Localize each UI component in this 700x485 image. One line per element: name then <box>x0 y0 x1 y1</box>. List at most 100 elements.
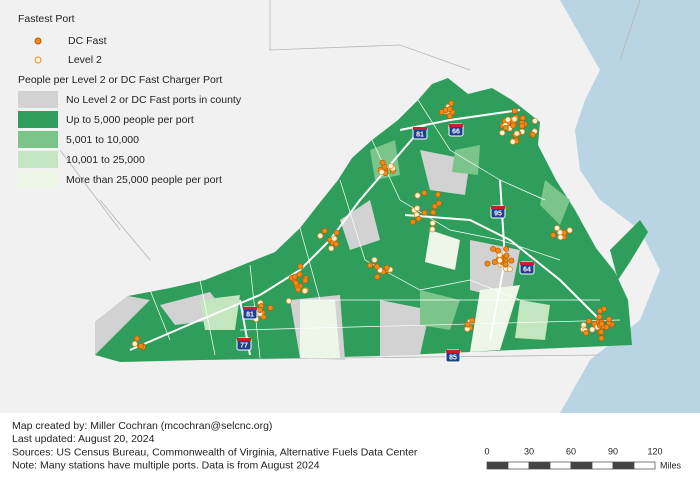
station <box>379 159 386 166</box>
scale-segment <box>570 461 593 470</box>
footer-line: Note: Many stations have multiple ports.… <box>12 460 320 472</box>
station <box>554 225 561 232</box>
station <box>387 163 394 170</box>
station <box>484 260 491 267</box>
legend-swatch <box>18 111 58 128</box>
station <box>532 118 538 124</box>
station <box>414 192 421 199</box>
station <box>464 321 471 328</box>
station <box>333 229 340 236</box>
legend-swatch <box>18 151 58 168</box>
station <box>383 264 390 271</box>
station <box>409 218 416 225</box>
station <box>430 209 437 216</box>
state-borders <box>59 0 641 361</box>
station <box>431 203 438 210</box>
shield-top <box>237 338 251 341</box>
shield-label: 81 <box>246 311 254 318</box>
legend-label: Level 2 <box>68 54 102 66</box>
station <box>510 122 517 129</box>
station <box>566 227 573 234</box>
eastern-shore <box>610 220 648 280</box>
shield-label: 95 <box>494 210 502 217</box>
county-light <box>200 295 550 340</box>
scale-segment <box>486 461 509 470</box>
station <box>257 307 263 313</box>
scale-label: 60 <box>566 446 576 456</box>
station <box>321 227 328 234</box>
station <box>421 189 428 196</box>
station <box>511 116 518 123</box>
station <box>301 287 308 294</box>
station <box>508 257 515 264</box>
station <box>293 280 300 287</box>
legend-label: Up to 5,000 people per port <box>66 114 194 126</box>
station <box>504 116 511 123</box>
scale-segment <box>612 461 635 470</box>
station <box>302 277 309 284</box>
station <box>519 123 525 130</box>
station <box>267 304 274 311</box>
station <box>606 316 612 323</box>
station <box>557 229 563 236</box>
scale-label: 90 <box>608 446 618 456</box>
shield-top <box>413 127 427 130</box>
station <box>367 262 374 269</box>
station <box>378 169 385 175</box>
station <box>509 138 516 145</box>
station <box>317 232 324 239</box>
station <box>598 328 605 335</box>
station <box>415 215 422 222</box>
station <box>597 307 604 314</box>
scale-segment <box>591 461 614 470</box>
legend-symbol <box>34 56 42 64</box>
shield-label: 64 <box>523 266 531 273</box>
shield-top <box>520 262 534 265</box>
highway-shields: 81 66 95 64 81 77 85 <box>236 123 535 363</box>
footer-line: Last updated: August 20, 2024 <box>12 433 155 445</box>
station <box>285 298 292 304</box>
station <box>296 271 303 278</box>
station <box>295 286 302 293</box>
scale-segment <box>528 461 551 470</box>
station <box>496 257 503 264</box>
station <box>557 234 564 241</box>
footer: Map created by: Miller Cochran (mcochran… <box>12 420 418 472</box>
scale-label: 30 <box>524 446 534 456</box>
station <box>502 124 509 131</box>
legend-symbol <box>34 37 42 45</box>
legend-label: 5,001 to 10,000 <box>66 134 139 146</box>
station <box>331 235 338 242</box>
shield-label: 77 <box>240 342 248 349</box>
legend: Fastest Port DC Fast Level 2 People per Lev… <box>18 13 242 188</box>
station <box>499 129 506 136</box>
scale-bar: 0 30 60 90 120 Miles <box>484 446 681 470</box>
station <box>513 130 520 137</box>
legend-title: People per Level 2 or DC Fast Charger Po… <box>18 74 222 86</box>
station <box>134 335 141 342</box>
station <box>583 330 589 336</box>
station <box>511 107 518 114</box>
station <box>435 200 442 207</box>
station <box>374 273 381 280</box>
station <box>429 220 436 227</box>
station <box>598 335 605 342</box>
station <box>529 131 536 138</box>
station <box>491 259 498 266</box>
legend-label: 10,001 to 25,000 <box>66 154 145 166</box>
shield-label: 81 <box>416 131 424 138</box>
legend-swatch <box>18 91 58 108</box>
station <box>297 263 304 270</box>
station <box>589 326 596 333</box>
station <box>429 226 436 233</box>
legend-label: More than 25,000 people per port <box>66 174 222 186</box>
legend-swatch <box>18 131 58 148</box>
shield-top <box>449 124 463 127</box>
scale-unit: Miles <box>660 460 682 470</box>
station <box>519 115 526 122</box>
station <box>446 113 453 120</box>
legend-label: No Level 2 or DC Fast ports in county <box>66 94 242 106</box>
shield-label: 66 <box>452 128 460 135</box>
scale-segment <box>549 461 572 470</box>
shield-top <box>243 307 257 310</box>
